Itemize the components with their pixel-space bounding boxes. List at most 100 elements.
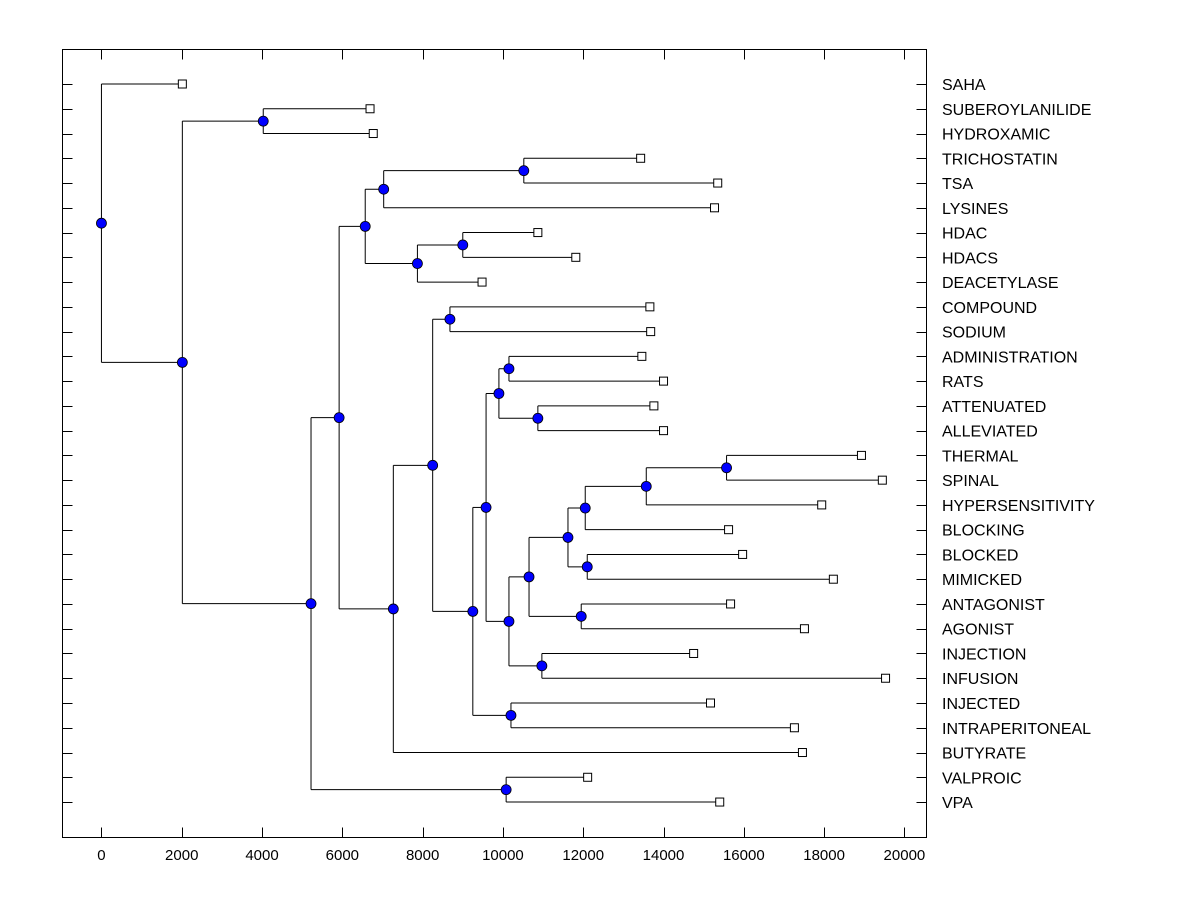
x-tick-label: 18000 xyxy=(803,847,845,864)
leaf-marker xyxy=(856,450,866,460)
leaf-label: COMPOUND xyxy=(942,300,1037,317)
leaf-marker xyxy=(797,748,807,758)
leaf-marker xyxy=(789,723,799,733)
cluster-node xyxy=(640,480,652,492)
leaf-marker xyxy=(477,277,487,287)
leaf-marker xyxy=(726,599,736,609)
leaf-label: HYDROXAMIC xyxy=(942,127,1050,144)
x-tick-label: 20000 xyxy=(884,847,926,864)
axis-ticks xyxy=(62,49,927,838)
leaf-label: DEACETYLASE xyxy=(942,275,1058,292)
leaf-marker xyxy=(659,376,669,386)
leaf-marker xyxy=(738,549,748,559)
cluster-node xyxy=(581,561,593,573)
leaf-label: BLOCKED xyxy=(942,547,1018,564)
leaf-label: SAHA xyxy=(942,77,986,94)
leaf-marker xyxy=(637,351,647,361)
leaf-label: BUTYRATE xyxy=(942,746,1026,763)
cluster-node xyxy=(333,412,345,424)
x-tick-label: 6000 xyxy=(326,847,359,864)
cluster-node xyxy=(579,502,591,514)
leaf-marker xyxy=(177,79,187,89)
cluster-node xyxy=(257,115,269,127)
leaf-marker xyxy=(571,252,581,262)
leaf-label: SUBEROYLANILIDE xyxy=(942,102,1091,119)
leaf-label: RATS xyxy=(942,374,983,391)
leaf-label: LYSINES xyxy=(942,201,1008,218)
x-tick-label: 12000 xyxy=(562,847,604,864)
leaf-label: HDACS xyxy=(942,250,998,267)
leaf-label: MIMICKED xyxy=(942,572,1022,589)
leaf-label: INFUSION xyxy=(942,671,1018,688)
leaf-label: THERMAL xyxy=(942,448,1019,465)
x-tick-label: 16000 xyxy=(723,847,765,864)
leaf-marker xyxy=(533,228,543,238)
cluster-node xyxy=(575,610,587,622)
leaf-marker xyxy=(689,648,699,658)
leaf-marker xyxy=(724,525,734,535)
cluster-node xyxy=(378,183,390,195)
cluster-node xyxy=(523,571,535,583)
cluster-node xyxy=(518,165,530,177)
leaf-marker xyxy=(799,624,809,634)
x-tick-label: 4000 xyxy=(245,847,278,864)
cluster-node xyxy=(562,532,574,543)
leaf-marker xyxy=(710,203,720,213)
cluster-node xyxy=(503,363,515,375)
leaf-label: INJECTED xyxy=(942,696,1020,713)
leaf-marker xyxy=(713,178,723,188)
cluster-node xyxy=(505,709,517,721)
leaf-label: HDAC xyxy=(942,226,987,243)
plot-frame xyxy=(62,49,927,838)
leaf-labels: SAHA SUBEROYLANILIDE HYDROXAMIC TRICHOSTATI… xyxy=(942,77,1095,812)
leaf-label: ANTAGONIST xyxy=(942,597,1045,614)
cluster-node xyxy=(532,412,544,424)
cluster-node xyxy=(480,502,492,513)
leaf-label: HYPERSENSITIVITY xyxy=(942,498,1095,515)
leaf-marker xyxy=(828,574,838,584)
leaf-label: BLOCKING xyxy=(942,523,1025,540)
leaf-marker xyxy=(645,302,655,312)
leaf-marker xyxy=(659,426,669,436)
leaf-label: VPA xyxy=(942,795,973,812)
x-tick-label: 0 xyxy=(97,847,105,864)
cluster-node xyxy=(457,239,469,251)
cluster-node xyxy=(503,615,515,627)
leaf-marker xyxy=(365,104,375,114)
cluster-node xyxy=(412,258,423,269)
x-tick-label: 10000 xyxy=(482,847,524,864)
leaf-label: INJECTION xyxy=(942,646,1026,663)
cluster-node xyxy=(305,598,317,610)
node-markers xyxy=(96,115,732,796)
cluster-node xyxy=(359,220,371,232)
leaf-marker xyxy=(877,475,887,485)
cluster-node xyxy=(427,459,439,471)
leaf-label: ATTENUATED xyxy=(942,399,1046,416)
x-tick-label: 2000 xyxy=(165,847,198,864)
cluster-node xyxy=(493,388,505,399)
leaf-label: ALLEVIATED xyxy=(942,424,1038,441)
branches xyxy=(100,83,886,803)
cluster-node xyxy=(467,606,479,617)
leaf-marker xyxy=(881,673,891,683)
leaf-label: VALPROIC xyxy=(942,770,1022,787)
leaf-label: SPINAL xyxy=(942,473,999,490)
leaf-marker xyxy=(817,500,827,510)
leaf-marker xyxy=(649,401,659,411)
x-tick-labels: 0 2000 4000 6000 8000 10000 12000 14000 16000 180… xyxy=(97,847,925,864)
leaf-label: AGONIST xyxy=(942,622,1014,639)
x-tick-label: 14000 xyxy=(643,847,685,864)
leaf-label: INTRAPERITONEAL xyxy=(942,721,1091,738)
leaf-marker xyxy=(715,797,725,807)
leaf-label: TRICHOSTATIN xyxy=(942,151,1058,168)
leaf-markers xyxy=(177,79,891,807)
leaf-label: TSA xyxy=(942,176,973,193)
cluster-node xyxy=(444,313,456,325)
leaf-marker xyxy=(583,772,593,782)
leaf-label: SODIUM xyxy=(942,325,1006,342)
leaf-marker xyxy=(636,153,646,163)
cluster-node xyxy=(176,356,188,368)
leaf-marker xyxy=(368,129,378,139)
leaf-marker xyxy=(646,327,656,337)
cluster-node xyxy=(96,217,107,229)
